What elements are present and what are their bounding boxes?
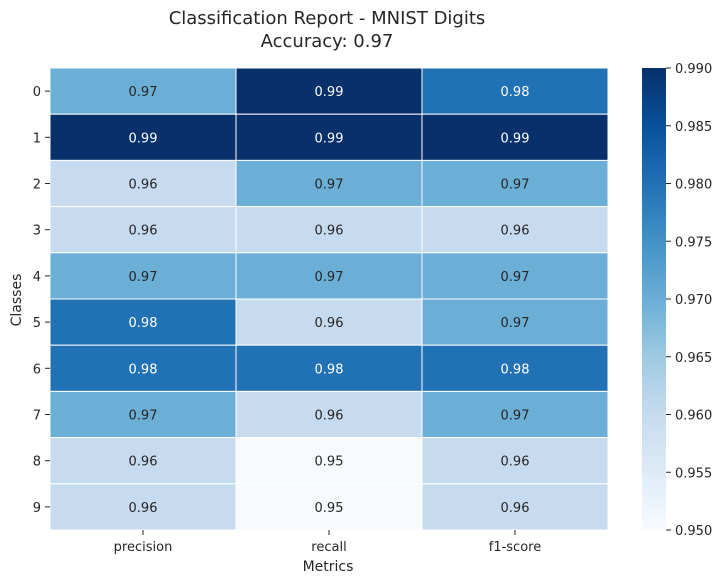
cell-value-label: 0.98: [501, 85, 530, 100]
cell-value-label: 0.98: [129, 316, 158, 331]
cell-value-label: 0.96: [129, 178, 158, 193]
heatmap-cell: [235, 113, 423, 161]
heatmap-cell: [421, 113, 609, 161]
cell-value-label: 0.98: [315, 362, 344, 377]
y-tick-label: 6: [33, 362, 41, 377]
cell-value-label: 0.97: [501, 178, 530, 193]
y-tick-label: 1: [33, 131, 41, 146]
colorbar-tick-label: 0.970: [675, 293, 712, 308]
colorbar-tick-label: 0.985: [675, 120, 712, 135]
chart-subtitle: Accuracy: 0.97: [261, 31, 394, 52]
cell-value-label: 0.97: [315, 270, 344, 285]
heatmap-cell: [49, 206, 237, 254]
colorbar-gradient: [642, 68, 666, 530]
heatmap-cells: 0.97 0.99 0.98 0.99 0.99 0.99 0.96 0.97 0.97 0.96…: [49, 67, 609, 531]
y-tick-label: 0: [33, 85, 41, 100]
heatmap-cell: [421, 252, 609, 300]
cell-value-label: 0.96: [315, 316, 344, 331]
heatmap-cell: [421, 437, 609, 485]
y-tick-label: 4: [33, 270, 41, 285]
cell-value-label: 0.99: [129, 131, 158, 146]
colorbar-tick-label: 0.950: [675, 524, 712, 539]
heatmap-cell: [235, 483, 423, 531]
x-tick-label: recall: [311, 540, 346, 555]
heatmap-cell: [49, 437, 237, 485]
y-tick-label: 8: [33, 455, 41, 470]
heatmap-cell: [49, 390, 237, 439]
cell-value-label: 0.98: [129, 362, 158, 377]
cell-value-label: 0.97: [129, 409, 158, 424]
heatmap-cell: [235, 390, 423, 439]
colorbar-tick-label: 0.965: [675, 351, 712, 366]
cell-value-label: 0.99: [315, 85, 344, 100]
heatmap-cell: [421, 206, 609, 254]
heatmap-cell: [421, 298, 609, 346]
heatmap-cell: [421, 67, 609, 115]
cell-value-label: 0.99: [315, 131, 344, 146]
cell-value-label: 0.97: [501, 409, 530, 424]
cell-value-label: 0.96: [501, 224, 530, 239]
cell-value-label: 0.99: [501, 131, 530, 146]
cell-value-label: 0.96: [315, 409, 344, 424]
cell-value-label: 0.98: [501, 362, 530, 377]
x-axis-label: Metrics: [303, 559, 354, 575]
colorbar-tick-label: 0.975: [675, 235, 712, 250]
cell-value-label: 0.96: [315, 224, 344, 239]
heatmap-cell: [49, 483, 237, 531]
heatmap-cell: [49, 344, 237, 392]
y-tick-label: 3: [33, 224, 41, 239]
cell-value-label: 0.96: [129, 224, 158, 239]
cell-value-label: 0.97: [129, 85, 158, 100]
cell-value-label: 0.96: [501, 501, 530, 516]
y-tick-label: 5: [33, 316, 41, 331]
colorbar: 0.950 0.955 0.960 0.965 0.970 0.975 0.980 0.985…: [642, 62, 712, 539]
colorbar-tick-label: 0.990: [675, 62, 712, 77]
cell-value-label: 0.97: [315, 178, 344, 193]
cell-value-label: 0.95: [315, 501, 344, 516]
colorbar-tick-label: 0.960: [675, 409, 712, 424]
heatmap-cell: [421, 390, 609, 439]
heatmap-cell: [421, 483, 609, 531]
heatmap-cell: [235, 159, 423, 208]
heatmap-cell: [235, 344, 423, 392]
y-tick-label: 7: [33, 409, 41, 424]
cell-value-label: 0.97: [129, 270, 158, 285]
cell-value-label: 0.96: [501, 455, 530, 470]
colorbar-tick-label: 0.955: [675, 466, 712, 481]
chart-title: Classification Report - MNIST Digits: [169, 8, 486, 29]
cell-value-label: 0.96: [129, 501, 158, 516]
heatmap-cell: [421, 344, 609, 392]
y-axis-label: Classes: [9, 274, 25, 327]
y-tick-label: 9: [33, 501, 41, 516]
x-tick-label: precision: [114, 540, 173, 555]
heatmap-cell: [49, 113, 237, 161]
cell-value-label: 0.97: [501, 270, 530, 285]
cell-value-label: 0.97: [501, 316, 530, 331]
heatmap-cell: [235, 67, 423, 115]
heatmap-cell: [49, 252, 237, 300]
cell-value-label: 0.96: [129, 455, 158, 470]
x-tick-label: f1-score: [489, 540, 541, 555]
cell-value-label: 0.95: [315, 455, 344, 470]
heatmap-cell: [49, 67, 237, 115]
heatmap-cell: [235, 298, 423, 346]
colorbar-tick-label: 0.980: [675, 178, 712, 193]
y-axis-ticks: 0 1 2 3 4 5 6 7 8 9: [33, 85, 50, 516]
heatmap-cell: [235, 252, 423, 300]
x-axis-ticks: precision recall f1-score: [114, 530, 541, 555]
y-tick-label: 2: [33, 178, 41, 193]
